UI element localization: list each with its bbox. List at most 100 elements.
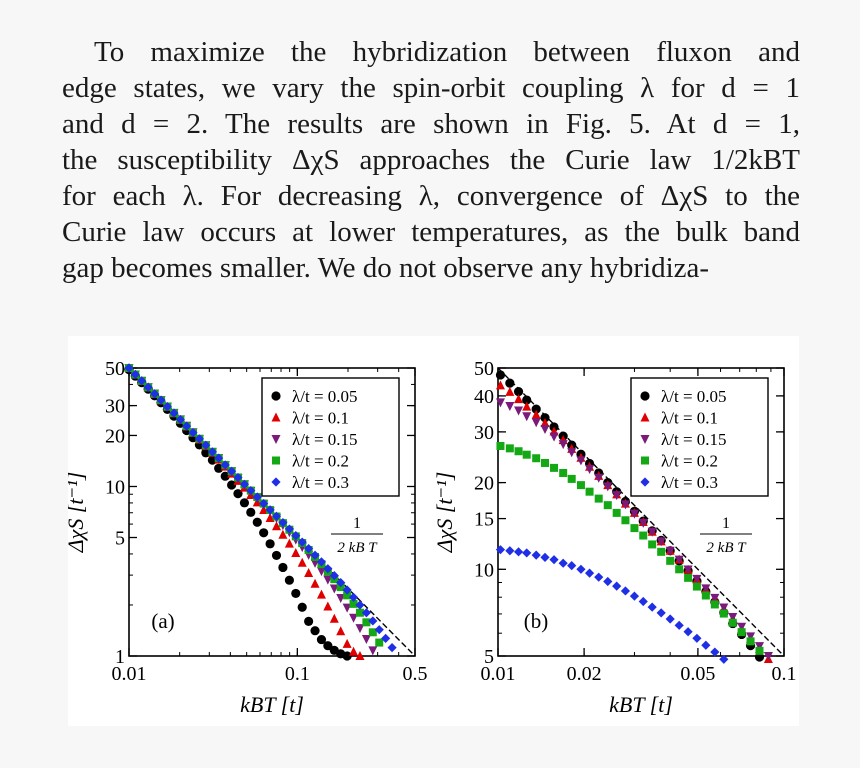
data-point	[297, 557, 307, 567]
data-point	[336, 578, 346, 588]
y-tick-label: 20	[105, 425, 125, 447]
y-tick-label: 5	[484, 646, 494, 668]
data-point	[329, 571, 339, 581]
data-point	[505, 401, 515, 411]
data-point	[246, 507, 256, 517]
data-point	[603, 576, 613, 587]
data-point	[647, 602, 657, 612]
data-point	[342, 638, 352, 648]
data-point	[496, 442, 505, 451]
data-point	[647, 527, 657, 537]
data-point	[201, 448, 211, 458]
y-tick-label: 30	[474, 422, 494, 444]
data-point	[381, 633, 391, 644]
x-tick-label: 0.1	[772, 663, 797, 685]
paragraph-line: and d = 2. The results are shown in Fig.…	[62, 108, 800, 140]
data-point	[603, 482, 613, 492]
data-point	[719, 654, 729, 664]
data-point	[531, 409, 541, 419]
curie-label-numerator: 1	[722, 515, 730, 532]
data-point	[513, 387, 524, 397]
data-point	[656, 608, 666, 618]
y-tick-label: 15	[474, 509, 494, 531]
data-point	[220, 471, 230, 481]
data-point	[692, 582, 701, 591]
data-point	[278, 562, 288, 573]
data-point	[316, 589, 326, 599]
legend-label: λ/t = 0.1	[661, 409, 718, 428]
data-point	[505, 546, 515, 556]
y-tick-label: 10	[105, 476, 125, 498]
y-axis-label: ΔχS [t⁻¹]	[432, 472, 457, 554]
legend-label: λ/t = 0.15	[292, 430, 358, 449]
data-point	[665, 614, 675, 624]
data-point	[576, 456, 586, 466]
data-point	[342, 651, 352, 661]
y-tick-label: 20	[474, 473, 494, 495]
legend-marker	[640, 435, 650, 444]
data-point	[522, 412, 532, 422]
data-point	[559, 468, 568, 477]
data-point	[603, 501, 612, 510]
data-point	[265, 539, 275, 549]
data-point	[585, 464, 595, 474]
data-point	[620, 586, 631, 596]
legend-label: λ/t = 0.3	[661, 473, 718, 492]
data-point	[666, 556, 675, 565]
legend-marker	[271, 435, 281, 444]
data-point	[558, 558, 568, 568]
data-point	[576, 564, 586, 574]
legend-label: λ/t = 0.05	[661, 387, 727, 406]
data-point	[336, 626, 346, 636]
data-point	[630, 524, 639, 533]
data-point	[271, 550, 282, 561]
data-point	[310, 558, 320, 568]
data-point	[239, 498, 250, 508]
data-point	[540, 413, 550, 423]
x-tick-label: 0.5	[403, 663, 428, 685]
data-point	[336, 593, 346, 603]
data-point	[692, 574, 702, 584]
paragraph-line: To maximize the hybridization between fl…	[94, 36, 800, 68]
curie-label-denominator: 2 kB T	[337, 540, 378, 556]
data-point	[522, 450, 531, 459]
data-point	[719, 609, 728, 618]
data-point	[316, 567, 326, 577]
data-point	[656, 537, 666, 547]
y-tick-label: 50	[474, 358, 494, 380]
paragraph-line: Curie law occurs at lower temperatures, …	[62, 216, 800, 248]
legend-marker	[271, 477, 281, 487]
data-point	[719, 603, 729, 613]
data-point	[342, 603, 352, 613]
data-point	[594, 494, 603, 503]
curie-label-numerator: 1	[353, 515, 361, 532]
data-point	[323, 601, 333, 611]
legend-label: λ/t = 0.2	[292, 452, 349, 471]
data-point	[227, 466, 237, 476]
data-point	[304, 616, 314, 626]
x-tick-label: 0.01	[481, 663, 516, 685]
y-axis-label: ΔχS [t⁻¹]	[68, 472, 88, 554]
data-point	[620, 500, 630, 510]
data-point	[746, 632, 756, 642]
data-point	[495, 370, 506, 380]
legend-marker	[641, 456, 649, 465]
data-point	[349, 613, 359, 623]
data-point	[638, 596, 648, 607]
body-paragraph: To maximize the hybridization between fl…	[62, 34, 800, 286]
legend-marker	[271, 391, 281, 401]
data-point	[638, 518, 648, 528]
data-point	[692, 633, 702, 643]
data-point	[567, 561, 577, 571]
data-point	[124, 363, 134, 373]
data-point	[355, 608, 364, 617]
data-point	[323, 564, 333, 574]
data-point	[374, 625, 384, 635]
data-point	[355, 600, 365, 610]
data-point	[755, 646, 764, 655]
data-point	[284, 575, 294, 585]
data-point	[522, 548, 532, 558]
data-point	[495, 398, 505, 408]
data-point	[259, 505, 269, 515]
